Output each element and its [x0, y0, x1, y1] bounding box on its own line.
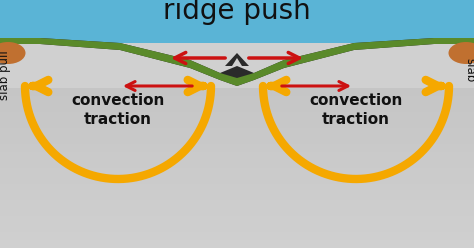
Bar — [0, 184, 474, 192]
Bar — [0, 160, 474, 168]
Bar — [0, 38, 474, 248]
Bar — [0, 120, 474, 128]
Polygon shape — [0, 38, 237, 86]
Bar — [0, 192, 474, 200]
Bar — [0, 168, 474, 176]
Text: convection
traction: convection traction — [310, 93, 403, 127]
Ellipse shape — [448, 42, 474, 64]
Bar — [0, 200, 474, 208]
Polygon shape — [237, 38, 474, 86]
Text: ridge push: ridge push — [163, 0, 311, 25]
Ellipse shape — [0, 42, 26, 64]
Polygon shape — [0, 38, 237, 86]
Polygon shape — [237, 38, 474, 86]
Text: slab: slab — [463, 58, 474, 82]
Bar — [0, 216, 474, 224]
Bar — [0, 232, 474, 240]
Text: slab pull: slab pull — [0, 50, 11, 100]
Bar — [0, 128, 474, 136]
Text: convection
traction: convection traction — [71, 93, 164, 127]
Bar — [0, 176, 474, 184]
Bar — [0, 240, 474, 248]
Bar — [0, 144, 474, 152]
Polygon shape — [225, 53, 249, 66]
Bar — [0, 152, 474, 160]
Bar — [0, 136, 474, 144]
Bar — [0, 112, 474, 120]
Bar — [0, 208, 474, 216]
Bar — [0, 224, 474, 232]
Bar — [0, 0, 474, 43]
Bar — [0, 88, 474, 96]
Bar — [0, 96, 474, 104]
Bar — [0, 104, 474, 112]
